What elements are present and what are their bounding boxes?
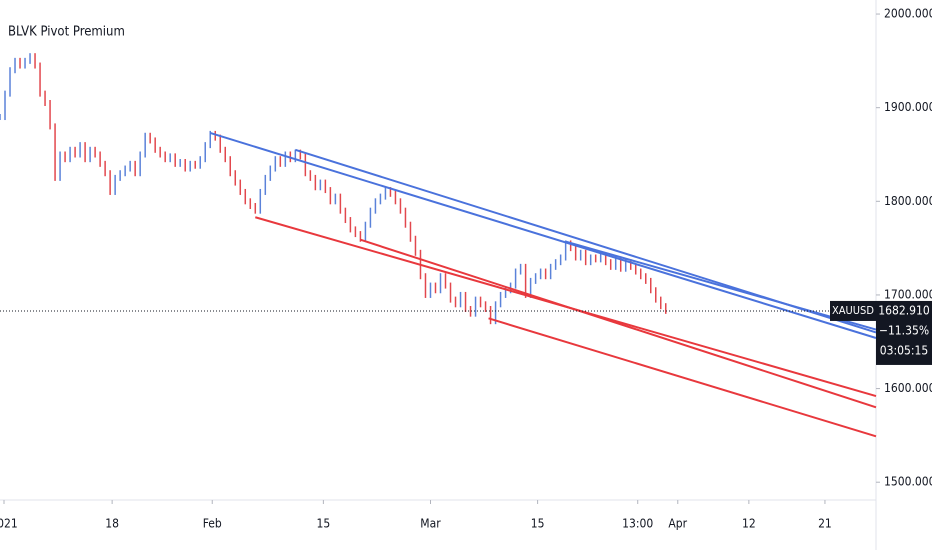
x-tick-label: 12 [742,517,756,531]
x-tick-label: Feb [203,517,222,531]
countdown-label: 03:05:15 [880,343,928,357]
x-tick-label: 15 [531,517,545,531]
x-tick-label: 21 [818,517,832,531]
chart-title: BLVK Pivot Premium [8,25,125,40]
trend-line [360,238,877,409]
price-badge [876,300,932,365]
y-tick-label: 1800.000 [884,194,932,208]
x-tick-label: 13:00 [622,517,653,531]
x-tick-label: 18 [105,517,119,531]
y-tick-label: 1900.000 [884,100,932,114]
symbol-label: XAUUSD [832,304,874,317]
trend-line [488,317,877,438]
last-price-label: 1682.910 [878,303,930,317]
x-tick-label: Apr [668,517,687,531]
trend-line [209,132,877,339]
change-label: −11.35% [879,323,929,337]
symbol-badge [830,300,876,321]
trend-line [565,240,877,331]
x-tick-label: 15 [317,517,331,531]
x-tick-label: 2021 [0,517,18,531]
y-tick-label: 2000.000 [884,7,932,21]
x-tick-label: Mar [420,517,441,531]
y-tick-label: 1700.000 [884,287,932,301]
y-tick-label: 1500.000 [884,475,932,489]
y-tick-label: 1600.000 [884,381,932,395]
